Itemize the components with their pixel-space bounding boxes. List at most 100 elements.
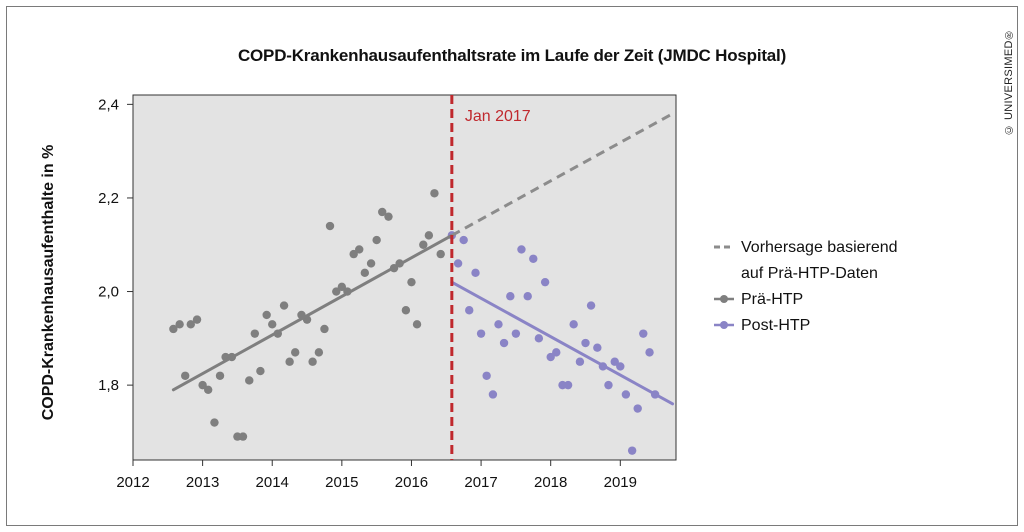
data-point-pr-htp — [419, 240, 428, 249]
data-point-post-htp — [517, 245, 526, 254]
data-point-pr-htp — [192, 315, 202, 324]
data-point-pr-htp — [215, 371, 225, 380]
data-point-pr-htp — [372, 235, 381, 245]
data-point-pr-htp — [285, 357, 294, 366]
data-point-pr-htp — [407, 277, 416, 287]
data-point-post-htp — [499, 338, 509, 348]
data-point-pr-htp — [262, 310, 271, 320]
data-point-post-htp — [506, 292, 515, 301]
data-point-pr-htp — [401, 306, 411, 315]
data-point-pr-htp — [320, 324, 329, 334]
data-point-post-htp — [610, 357, 619, 366]
x-tick-label: 2015 — [325, 474, 358, 491]
data-point-post-htp — [482, 371, 491, 380]
data-point-post-htp — [488, 390, 498, 399]
y-axis-label: COPD-Krankenhausaufenthalte in % — [40, 145, 57, 421]
data-point-pr-htp — [291, 348, 300, 357]
data-point-pr-htp — [332, 287, 341, 296]
data-point-post-htp — [459, 235, 468, 245]
y-tick-label: 2,2 — [98, 190, 119, 207]
legend-label: auf Prä-HTP-Daten — [741, 265, 878, 282]
data-point-post-htp — [552, 348, 561, 357]
data-point-pr-htp — [238, 432, 248, 441]
data-point-post-htp — [639, 329, 648, 338]
data-point-post-htp — [471, 268, 480, 278]
chart-title: COPD-Krankenhausaufenthaltsrate im Laufe… — [237, 46, 787, 65]
data-point-pr-htp — [360, 268, 370, 278]
legend-label: Post-HTP — [741, 317, 810, 334]
data-point-post-htp — [529, 254, 538, 263]
legend-label: Vorhersage basierend — [741, 239, 898, 256]
data-point-post-htp — [546, 352, 555, 362]
x-tick-label: 2017 — [464, 474, 497, 491]
data-point-post-htp — [581, 338, 590, 348]
data-point-pr-htp — [378, 207, 387, 217]
data-point-post-htp — [633, 404, 642, 413]
plot-area — [132, 94, 677, 461]
data-point-pr-htp — [210, 418, 219, 427]
data-point-post-htp — [645, 348, 654, 357]
data-point-post-htp — [569, 320, 578, 329]
data-point-post-htp — [621, 390, 631, 399]
chart-frame — [6, 6, 1018, 526]
data-point-post-htp — [534, 334, 544, 343]
x-tick-label: 2012 — [116, 474, 149, 491]
data-point-pr-htp — [245, 376, 254, 385]
y-tick-label: 2,4 — [98, 96, 119, 113]
y-tick-label: 1,8 — [98, 377, 119, 394]
legend-swatch-dot — [720, 295, 728, 303]
data-point-pr-htp — [268, 320, 277, 329]
data-point-pr-htp — [198, 380, 207, 390]
data-point-pr-htp — [349, 249, 358, 259]
data-point-pr-htp — [181, 371, 190, 380]
trend-line-post-htp — [450, 280, 675, 406]
data-point-pr-htp — [355, 245, 364, 254]
data-point-pr-htp — [279, 301, 289, 310]
data-point-post-htp — [563, 380, 573, 390]
prediction-line — [451, 112, 674, 237]
x-tick-label: 2019 — [604, 474, 637, 491]
data-point-post-htp — [523, 292, 532, 301]
data-point-pr-htp — [314, 348, 324, 357]
data-point-post-htp — [511, 329, 521, 338]
x-tick-label: 2013 — [186, 474, 219, 491]
y-tick-label: 2,0 — [98, 284, 119, 301]
data-point-post-htp — [494, 320, 503, 329]
data-point-pr-htp — [175, 320, 184, 329]
data-point-pr-htp — [412, 320, 422, 329]
data-point-pr-htp — [337, 282, 347, 292]
data-point-post-htp — [575, 357, 585, 366]
data-point-pr-htp — [186, 320, 195, 329]
x-tick-label: 2014 — [256, 474, 289, 491]
data-point-pr-htp — [250, 329, 260, 338]
intervention-label: Jan 2017 — [465, 108, 531, 125]
marks-layer: Jan 2017 — [169, 95, 675, 460]
data-point-pr-htp — [325, 221, 335, 231]
data-point-pr-htp — [424, 231, 434, 240]
data-point-pr-htp — [169, 324, 178, 334]
data-point-pr-htp — [366, 259, 376, 268]
data-point-post-htp — [540, 277, 550, 287]
data-point-pr-htp — [436, 249, 445, 259]
x-tick-label: 2016 — [395, 474, 428, 491]
data-point-pr-htp — [203, 385, 213, 395]
data-point-post-htp — [627, 446, 637, 455]
data-point-pr-htp — [256, 366, 265, 376]
data-point-post-htp — [604, 380, 613, 390]
legend: Vorhersage basierend auf Prä-HTP-Daten Prä… — [714, 239, 898, 334]
legend-label: Prä-HTP — [741, 291, 803, 308]
data-point-pr-htp — [384, 212, 393, 221]
data-point-post-htp — [476, 329, 486, 338]
legend-swatch-dot — [720, 321, 728, 329]
data-point-post-htp — [453, 259, 463, 268]
data-point-post-htp — [616, 362, 625, 371]
data-point-pr-htp — [308, 357, 317, 366]
data-point-post-htp — [593, 343, 602, 352]
data-point-post-htp — [586, 301, 596, 310]
trend-line-pr-htp — [171, 233, 454, 392]
axis-layer: 2012 2013 2014 2015 2016 2017 2018 2019 1,8 2,0 2,… — [98, 96, 637, 491]
data-point-post-htp — [465, 306, 474, 315]
x-tick-label: 2018 — [534, 474, 567, 491]
data-point-pr-htp — [430, 189, 439, 198]
